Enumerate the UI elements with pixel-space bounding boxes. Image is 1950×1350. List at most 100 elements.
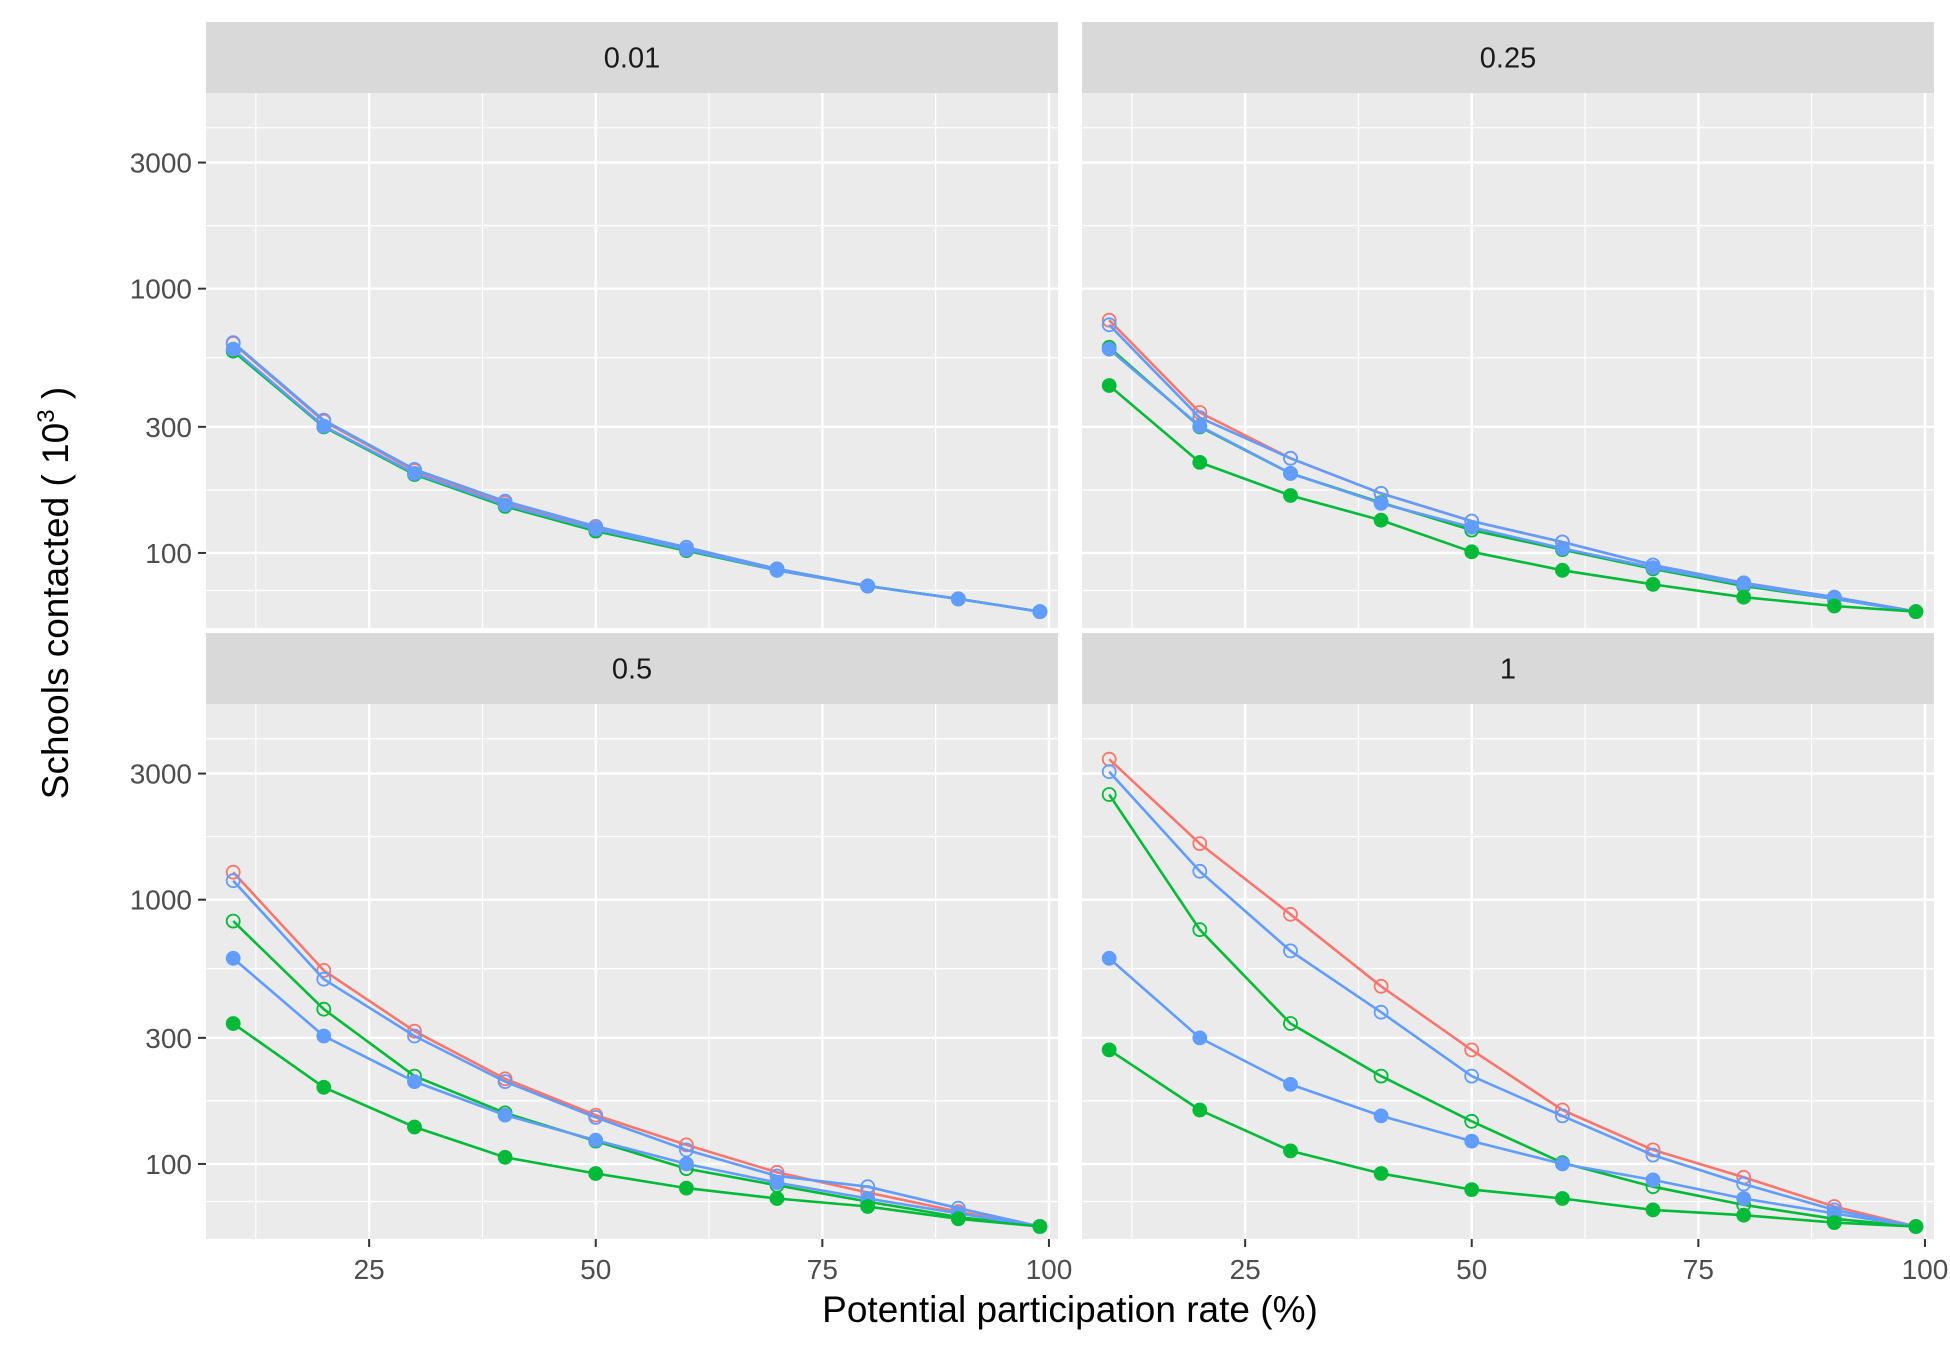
panels: 0.01 100 300 1000 3000 0.25 0.5 100 300 1000 3000 2…: [130, 22, 1948, 1285]
data-point: [1645, 1202, 1661, 1218]
data-point: [1555, 562, 1570, 578]
data-point: [769, 562, 785, 578]
data-point: [1826, 1215, 1842, 1230]
panel-background: [1082, 93, 1934, 628]
data-point: [1283, 1077, 1298, 1092]
data-point: [1645, 1172, 1661, 1188]
series-line: [1108, 323, 1917, 613]
y-tick-label: 3000: [130, 759, 192, 790]
data-point: [407, 1119, 422, 1135]
data-point: [769, 1191, 785, 1206]
series-line: [1108, 770, 1917, 1228]
data-point: [588, 1110, 604, 1125]
y-tick-label: 3000: [130, 148, 192, 179]
y-axis-title-exponent: 3: [33, 409, 60, 422]
x-tick-label: 100: [1902, 1254, 1949, 1285]
data-point: [1736, 589, 1752, 605]
data-point: [225, 864, 241, 880]
data-point: [588, 1166, 604, 1181]
data-point: [679, 542, 694, 557]
series-line: [232, 348, 1041, 613]
series-blue-filled: [1101, 950, 1924, 1234]
data-point: [1736, 577, 1752, 592]
data-point: [1283, 450, 1298, 466]
data-point: [1736, 1191, 1752, 1206]
data-point: [407, 1028, 422, 1044]
data-point: [497, 1074, 513, 1089]
series-line: [1108, 348, 1917, 613]
series-line: [1108, 758, 1917, 1228]
data-point: [1192, 922, 1208, 938]
y-axis-title-suffix: ): [35, 387, 76, 410]
panel-1: 1 25 50 75 100: [1082, 633, 1948, 1285]
data-point: [407, 465, 422, 481]
data-point: [225, 1016, 241, 1031]
panel-0.5: 0.5 100 300 1000 3000 25 50 75 100: [130, 633, 1073, 1285]
data-point: [1645, 577, 1661, 592]
facet-strip: [206, 22, 1058, 93]
data-point: [1645, 560, 1661, 575]
panel-background: [1082, 704, 1934, 1239]
data-point: [950, 591, 966, 607]
y-axis-title-prefix: Schools contacted ( 10: [35, 423, 76, 799]
data-point: [316, 1028, 332, 1044]
data-point: [316, 418, 332, 434]
panel-0.01: 0.01 100 300 1000 3000: [130, 22, 1058, 628]
series-line: [1108, 384, 1916, 613]
data-point: [1101, 317, 1117, 333]
y-tick-label: 100: [145, 538, 192, 569]
series-blue-filled: [225, 341, 1048, 619]
data-point: [1101, 787, 1117, 802]
data-point: [1192, 863, 1208, 879]
data-point: [316, 1001, 332, 1017]
data-point: [1101, 341, 1117, 357]
data-point: [1192, 418, 1208, 434]
data-point: [1464, 1042, 1480, 1058]
y-tick-label: 1000: [130, 274, 192, 305]
data-point: [225, 913, 241, 929]
y-tick-label: 1000: [130, 885, 192, 916]
y-axis-title: Schools contacted ( 103 ): [33, 387, 76, 799]
facet-strip-label: 0.01: [604, 43, 660, 75]
y-tick-label: 300: [145, 1023, 192, 1054]
data-point: [1555, 541, 1570, 556]
facet-strip-label: 0.5: [612, 654, 652, 686]
data-point: [1464, 1068, 1480, 1084]
data-point: [225, 873, 241, 889]
data-point: [679, 1156, 694, 1172]
x-tick-label: 25: [354, 1254, 385, 1285]
data-point: [1555, 1108, 1570, 1124]
panel-background: [206, 704, 1058, 1239]
data-point: [1192, 1102, 1208, 1118]
series-green-filled: [1101, 378, 1924, 619]
data-point: [1192, 1030, 1208, 1046]
series-line: [1108, 1048, 1916, 1228]
data-point: [950, 1211, 966, 1227]
data-point: [1373, 1068, 1389, 1084]
data-point: [1464, 519, 1480, 535]
data-point: [316, 1079, 332, 1095]
x-tick-label: 50: [1456, 1254, 1487, 1285]
data-point: [497, 1149, 513, 1165]
data-point: [1826, 598, 1842, 614]
facet-strip: [1082, 22, 1934, 93]
series-line: [1108, 957, 1917, 1228]
data-point: [1373, 495, 1389, 511]
x-tick-label: 100: [1026, 1254, 1073, 1285]
data-point: [1192, 454, 1208, 470]
data-point: [1464, 1113, 1480, 1129]
data-point: [1555, 1191, 1570, 1206]
series-green-filled: [225, 1016, 1048, 1234]
series-line: [232, 957, 1041, 1228]
facet-strip: [1082, 633, 1934, 704]
data-point: [1373, 512, 1389, 528]
data-point: [860, 578, 876, 594]
data-point: [588, 521, 604, 537]
facet-strip-label: 1: [1500, 654, 1516, 686]
data-point: [1283, 1143, 1298, 1159]
data-point: [1908, 1219, 1924, 1234]
panel-background: [206, 93, 1058, 628]
panel-0.25: 0.25: [1082, 22, 1934, 628]
data-point: [1283, 943, 1298, 959]
